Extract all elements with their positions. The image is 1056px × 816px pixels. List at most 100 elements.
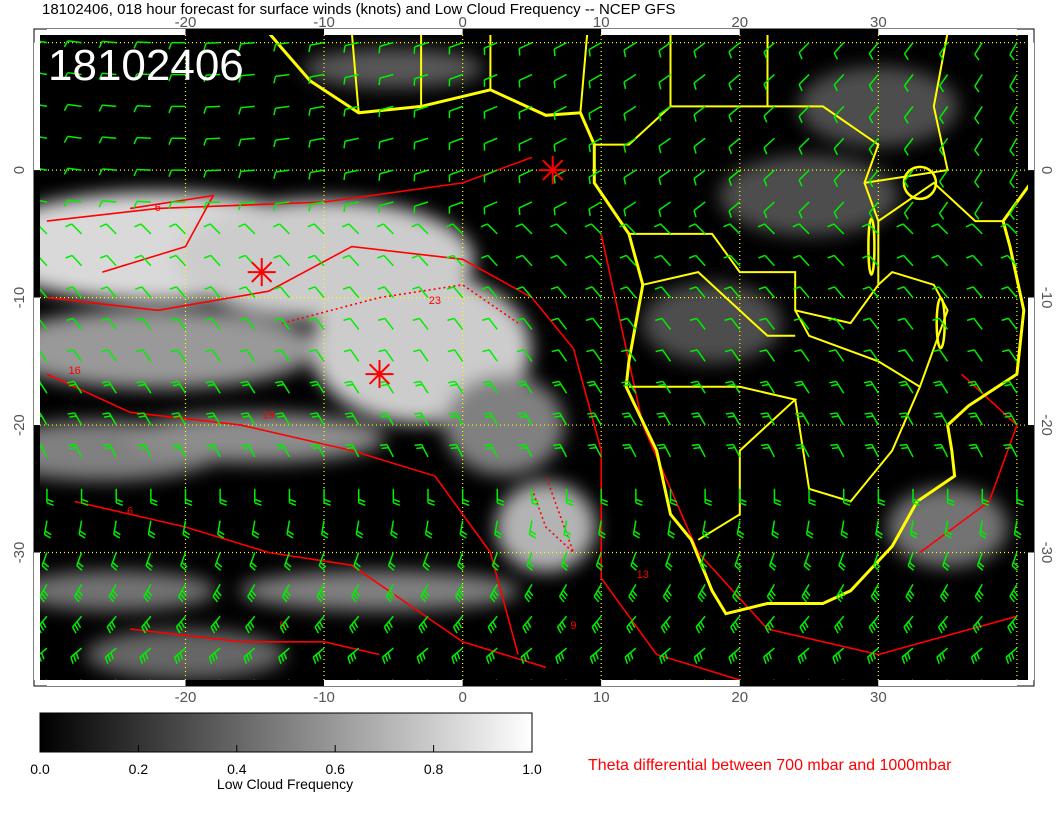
- barb-staff: [875, 520, 880, 535]
- barb-feather: [1011, 565, 1018, 571]
- barb-staff: [74, 444, 83, 458]
- wind-barb: [449, 443, 464, 458]
- wind-barb: [168, 201, 186, 209]
- barb-feather: [1001, 317, 1009, 322]
- barb-staff: [659, 647, 671, 658]
- wind-barb: [174, 647, 186, 664]
- lat-tick-label: -30: [11, 542, 28, 564]
- barb-staff: [938, 169, 949, 183]
- barb-feather: [934, 383, 943, 387]
- barb-feather: [354, 561, 361, 568]
- wind-barb: [798, 42, 810, 60]
- barb-feather: [861, 223, 869, 228]
- wind-barb: [238, 41, 255, 51]
- barb-staff: [279, 286, 290, 299]
- wind-barb: [595, 552, 604, 571]
- barb-feather: [449, 443, 457, 447]
- wind-barb: [558, 584, 569, 603]
- wind-barb: [899, 443, 914, 458]
- wind-barb: [203, 73, 221, 83]
- barb-feather: [901, 656, 906, 664]
- barb-feather: [772, 530, 779, 536]
- barb-feather: [393, 498, 401, 503]
- wind-barb: [693, 105, 706, 122]
- barb-feather: [526, 565, 533, 571]
- barb-feather: [762, 656, 767, 664]
- barb-feather: [238, 171, 242, 179]
- barb-feather: [517, 412, 526, 415]
- lake-malawi: [935, 296, 946, 350]
- barb-feather: [273, 203, 277, 211]
- barb-staff: [279, 254, 290, 267]
- wind-barb: [728, 201, 741, 218]
- barb-feather: [941, 593, 948, 600]
- barb-feather: [560, 593, 567, 600]
- barb-feather: [494, 533, 502, 539]
- barb-feather: [622, 443, 630, 447]
- wind-barb: [168, 137, 186, 146]
- barb-staff: [275, 169, 290, 173]
- barb-staff: [732, 412, 741, 426]
- wind-barb: [693, 137, 706, 154]
- wind-barb: [249, 552, 257, 571]
- gridlines: [40, 35, 1028, 680]
- colorbar-tick-label: 0.6: [325, 761, 345, 777]
- barb-feather: [829, 412, 837, 415]
- wind-barb: [482, 349, 498, 362]
- barb-feather: [872, 593, 879, 600]
- barb-feather: [793, 317, 801, 322]
- wind-barb: [766, 584, 776, 603]
- barb-feather: [591, 626, 597, 634]
- barb-feather: [739, 502, 747, 506]
- barb-feather: [933, 412, 941, 415]
- wind-barb: [376, 223, 394, 235]
- barb-feather: [516, 286, 524, 290]
- wind-barb: [446, 286, 464, 299]
- frame-tick: [46, 29, 186, 35]
- wind-barb: [133, 41, 151, 49]
- wind-barb: [40, 380, 48, 394]
- wind-barb: [412, 349, 429, 362]
- wind-barb: [516, 317, 533, 330]
- barb-feather: [98, 168, 103, 176]
- wind-barb: [379, 412, 395, 426]
- wind-barb: [413, 380, 429, 394]
- barb-staff: [696, 317, 706, 330]
- barb-feather: [343, 204, 346, 213]
- barb-feather: [457, 565, 464, 571]
- barb-feather: [40, 652, 45, 660]
- barb-feather: [378, 46, 381, 54]
- wind-barb: [353, 552, 361, 571]
- barb-staff: [175, 223, 187, 235]
- barb-feather: [481, 254, 489, 259]
- barb-feather: [385, 596, 392, 603]
- barb-staff: [518, 41, 533, 50]
- wind-barb: [483, 73, 498, 87]
- barb-feather: [552, 412, 560, 415]
- barb-staff: [379, 201, 394, 207]
- wind-barb: [40, 40, 48, 44]
- wind-barb: [658, 105, 671, 122]
- wind-barb: [1001, 286, 1018, 299]
- barb-staff: [974, 201, 983, 215]
- barb-staff: [833, 201, 845, 213]
- wind-barb: [832, 647, 845, 664]
- barb-staff: [798, 137, 810, 149]
- barb-staff: [728, 42, 741, 53]
- colorbar-tick-label: 0.2: [129, 761, 149, 777]
- wind-barb: [448, 412, 464, 426]
- wind-barb: [308, 317, 325, 330]
- wind-barb: [494, 520, 502, 539]
- barb-feather: [702, 533, 710, 539]
- barb-feather: [874, 561, 881, 568]
- barb-staff: [693, 169, 706, 180]
- wind-barb: [40, 257, 48, 267]
- barb-feather: [212, 623, 218, 631]
- barb-feather: [515, 254, 523, 259]
- wind-barb: [378, 41, 394, 54]
- wind-barb: [658, 201, 671, 217]
- barb-feather: [349, 626, 354, 634]
- barb-feather: [798, 179, 803, 187]
- barb-feather: [65, 286, 73, 290]
- wind-barb: [1001, 317, 1018, 330]
